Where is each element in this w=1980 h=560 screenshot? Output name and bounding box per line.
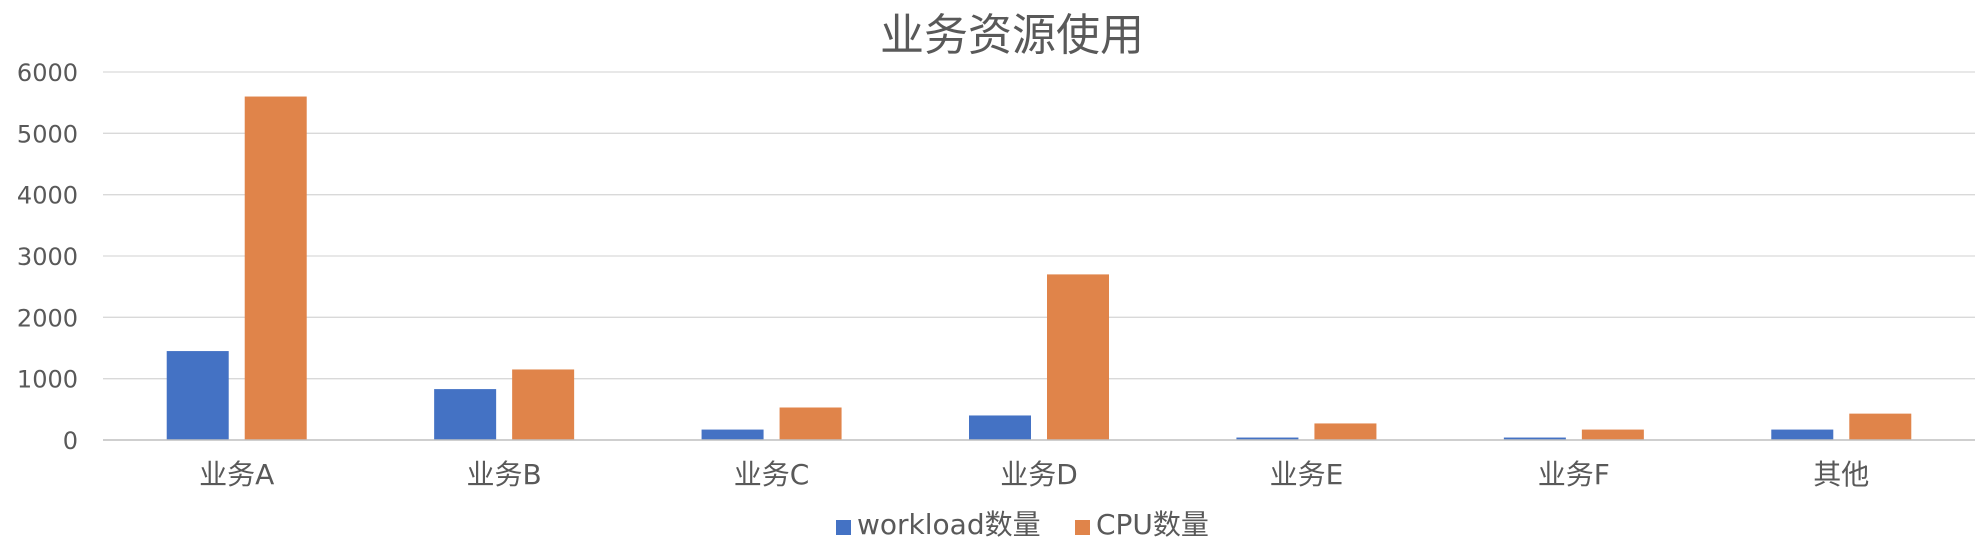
- x-category-label: 业务D: [1000, 458, 1078, 491]
- x-category-label: 业务B: [467, 458, 542, 491]
- y-tick-label: 6000: [17, 59, 78, 87]
- bar-cpu: [1314, 423, 1377, 440]
- y-tick-label: 4000: [17, 182, 78, 210]
- y-tick-label: 5000: [17, 120, 78, 148]
- x-category-label: 业务A: [199, 458, 274, 491]
- bar-cpu: [1581, 429, 1644, 440]
- bar-workload: [1503, 437, 1566, 440]
- bar-workload: [701, 429, 764, 440]
- legend-swatch: [836, 520, 851, 535]
- y-tick-label: 0: [63, 427, 78, 455]
- bar-workload: [166, 351, 229, 440]
- y-tick-label: 1000: [17, 366, 78, 394]
- y-axis-ticks: 0 1000 2000 3000 4000 5000 6000: [17, 59, 78, 455]
- x-category-label: 业务C: [734, 458, 810, 491]
- x-category-label: 业务E: [1270, 458, 1344, 491]
- bar-cpu: [1047, 274, 1109, 440]
- y-tick-label: 2000: [17, 304, 78, 332]
- bar-workload: [1236, 437, 1299, 440]
- legend-label: workload数量: [857, 508, 1041, 541]
- bar-cpu: [1849, 413, 1912, 440]
- bars: [166, 96, 1912, 441]
- bar-cpu: [244, 96, 307, 441]
- y-tick-label: 3000: [17, 243, 78, 271]
- bar-workload: [969, 415, 1031, 440]
- legend: workload数量 CPU数量: [836, 508, 1209, 541]
- bar-cpu: [512, 369, 575, 440]
- legend-label: CPU数量: [1096, 508, 1209, 541]
- chart-title: 业务资源使用: [880, 10, 1144, 61]
- x-category-label: 业务F: [1538, 458, 1610, 491]
- bar-workload: [434, 389, 497, 440]
- bar-cpu: [779, 407, 842, 440]
- bar-workload: [1771, 429, 1834, 440]
- gridlines: [103, 71, 1975, 380]
- legend-swatch: [1075, 520, 1090, 535]
- x-category-label: 其他: [1813, 458, 1869, 491]
- x-axis-categories: 业务A 业务B 业务C 业务D 业务E 业务F 其他: [199, 458, 1869, 491]
